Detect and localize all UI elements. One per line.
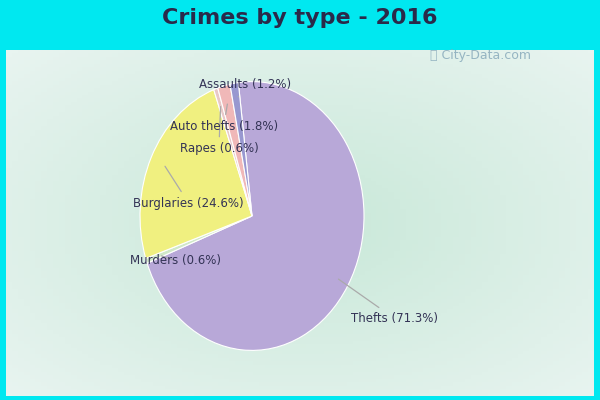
Text: Assaults (1.2%): Assaults (1.2%) bbox=[199, 78, 292, 97]
Text: Crimes by type - 2016: Crimes by type - 2016 bbox=[162, 8, 438, 28]
Text: ⓘ City-Data.com: ⓘ City-Data.com bbox=[430, 50, 530, 62]
Wedge shape bbox=[140, 90, 252, 258]
Text: Thefts (71.3%): Thefts (71.3%) bbox=[338, 279, 438, 325]
Wedge shape bbox=[146, 216, 252, 263]
Wedge shape bbox=[147, 82, 364, 350]
Wedge shape bbox=[218, 84, 252, 216]
Text: Auto thefts (1.8%): Auto thefts (1.8%) bbox=[170, 104, 278, 133]
Text: Rapes (0.6%): Rapes (0.6%) bbox=[179, 107, 258, 155]
Wedge shape bbox=[214, 88, 252, 216]
Text: Burglaries (24.6%): Burglaries (24.6%) bbox=[133, 166, 244, 210]
Wedge shape bbox=[230, 83, 252, 216]
Text: Murders (0.6%): Murders (0.6%) bbox=[130, 254, 221, 267]
